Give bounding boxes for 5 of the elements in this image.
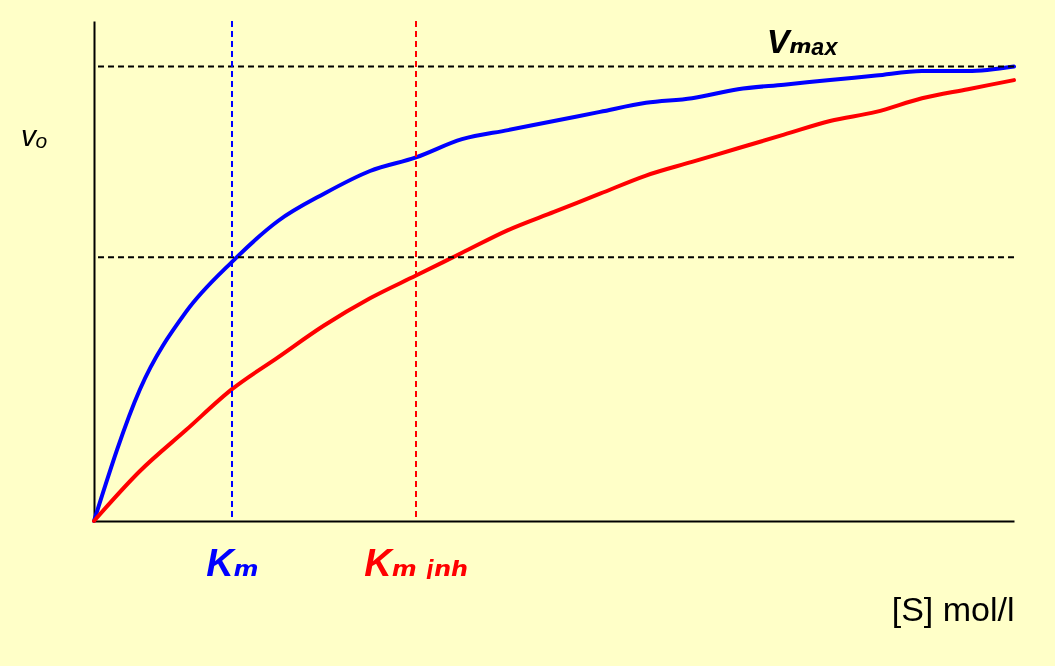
ref-line-label: Vₘₐₓ — [766, 22, 839, 61]
y-axis-title: vₒ — [21, 118, 48, 152]
x-tick-label: Kₘ — [206, 541, 259, 584]
x-tick-label: Kₘ ᵢₙₕ — [364, 541, 469, 584]
x-axis-title: [S] mol/l — [891, 589, 1015, 628]
